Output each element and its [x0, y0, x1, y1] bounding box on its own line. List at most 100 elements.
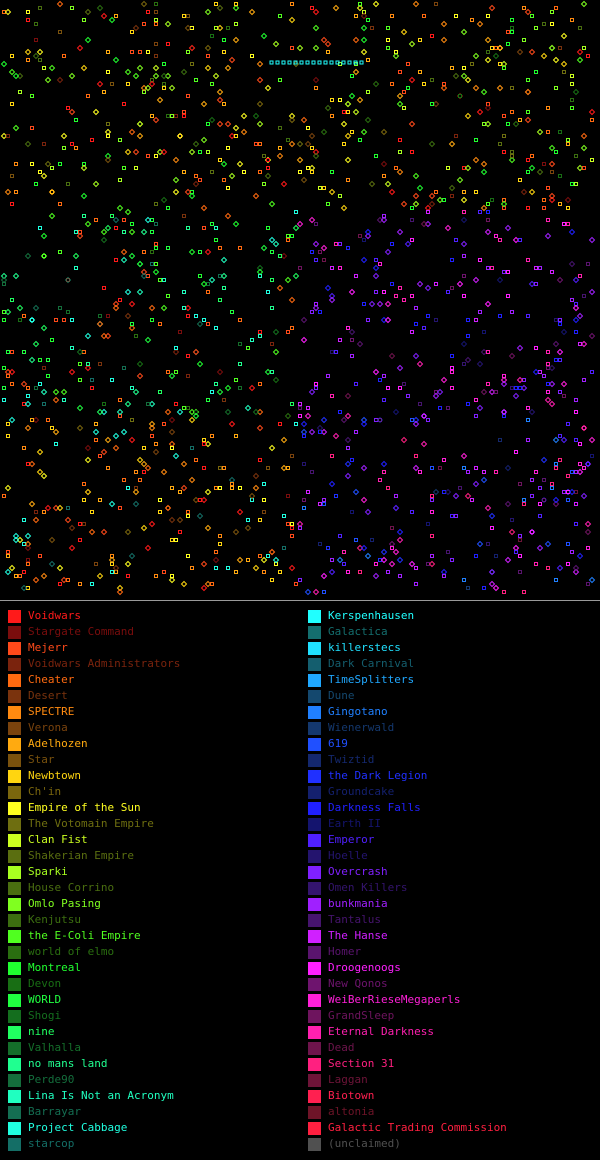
- star-system[interactable]: [278, 570, 282, 574]
- star-system[interactable]: [238, 318, 242, 322]
- star-system[interactable]: [298, 170, 302, 174]
- star-system[interactable]: [182, 114, 186, 118]
- star-system[interactable]: [38, 358, 42, 362]
- star-system[interactable]: [42, 142, 46, 146]
- star-system[interactable]: [128, 128, 136, 136]
- star-system[interactable]: [380, 160, 388, 168]
- star-system[interactable]: [412, 464, 420, 472]
- star-system[interactable]: [360, 416, 368, 424]
- star-system[interactable]: [82, 18, 86, 22]
- star-system[interactable]: [214, 550, 218, 554]
- star-system[interactable]: [476, 404, 484, 412]
- star-system[interactable]: [344, 460, 352, 468]
- star-system[interactable]: [264, 368, 272, 376]
- star-system[interactable]: [228, 172, 236, 180]
- star-system[interactable]: [506, 294, 510, 298]
- star-system[interactable]: [148, 80, 156, 88]
- star-system[interactable]: [486, 542, 490, 546]
- star-system[interactable]: [34, 386, 38, 390]
- star-system[interactable]: [418, 402, 422, 406]
- star-system[interactable]: [486, 210, 490, 214]
- star-system[interactable]: [246, 346, 250, 350]
- star-system[interactable]: [14, 162, 18, 166]
- star-system[interactable]: [36, 448, 44, 456]
- star-system[interactable]: [0, 276, 8, 284]
- star-system[interactable]: [90, 386, 94, 390]
- star-system[interactable]: [70, 346, 74, 350]
- star-system[interactable]: [550, 482, 554, 486]
- star-system[interactable]: [188, 148, 196, 156]
- star-system[interactable]: [372, 272, 380, 280]
- star-system[interactable]: [124, 68, 132, 76]
- star-system[interactable]: [506, 30, 510, 34]
- legend-entry[interactable]: Dune: [308, 688, 507, 704]
- star-system[interactable]: [354, 274, 358, 278]
- star-system[interactable]: [390, 82, 394, 86]
- star-system[interactable]: [124, 528, 132, 536]
- star-system[interactable]: [538, 266, 542, 270]
- star-system[interactable]: [394, 166, 398, 170]
- star-system[interactable]: [142, 470, 146, 474]
- star-system[interactable]: [486, 50, 490, 54]
- star-system[interactable]: [338, 242, 342, 246]
- star-system[interactable]: [318, 250, 322, 254]
- star-system[interactable]: [502, 270, 506, 274]
- star-system[interactable]: [482, 470, 486, 474]
- star-system[interactable]: [108, 500, 116, 508]
- star-system[interactable]: [58, 582, 62, 586]
- star-system[interactable]: [172, 176, 180, 184]
- star-system[interactable]: [360, 464, 368, 472]
- star-system[interactable]: [186, 14, 190, 18]
- legend-entry[interactable]: bunkmania: [308, 896, 507, 912]
- star-system[interactable]: [262, 182, 266, 186]
- star-system[interactable]: [566, 206, 570, 210]
- star-system[interactable]: [312, 76, 320, 84]
- star-system[interactable]: [234, 570, 238, 574]
- star-system[interactable]: [12, 124, 20, 132]
- star-system[interactable]: [132, 488, 140, 496]
- star-system[interactable]: [124, 288, 132, 296]
- star-system[interactable]: [144, 544, 152, 552]
- star-system[interactable]: [258, 518, 262, 522]
- star-system[interactable]: [502, 374, 506, 378]
- star-system[interactable]: [538, 502, 542, 506]
- star-system[interactable]: [142, 22, 146, 26]
- star-system[interactable]: [160, 304, 168, 312]
- star-system[interactable]: [574, 470, 578, 474]
- star-system[interactable]: [424, 284, 432, 292]
- star-system[interactable]: [288, 112, 296, 120]
- star-system[interactable]: [546, 130, 550, 134]
- star-system[interactable]: [320, 572, 328, 580]
- star-system[interactable]: [206, 290, 210, 294]
- star-system[interactable]: [244, 404, 252, 412]
- star-system[interactable]: [218, 486, 222, 490]
- star-system[interactable]: [182, 406, 186, 410]
- star-system[interactable]: [308, 132, 316, 140]
- star-system[interactable]: [536, 544, 544, 552]
- star-system[interactable]: [504, 224, 512, 232]
- star-system[interactable]: [220, 272, 228, 280]
- star-system[interactable]: [8, 416, 16, 424]
- star-system[interactable]: [498, 438, 502, 442]
- star-system[interactable]: [518, 118, 522, 122]
- star-system[interactable]: [32, 52, 40, 60]
- star-system[interactable]: [456, 176, 464, 184]
- star-system[interactable]: [208, 276, 216, 284]
- star-system[interactable]: [510, 310, 514, 314]
- star-system[interactable]: [118, 398, 122, 402]
- star-system[interactable]: [286, 234, 290, 238]
- star-system[interactable]: [222, 398, 226, 402]
- star-system[interactable]: [154, 262, 158, 266]
- star-system[interactable]: [516, 344, 524, 352]
- star-system[interactable]: [382, 398, 386, 402]
- star-system[interactable]: [40, 472, 48, 480]
- star-system[interactable]: [236, 508, 244, 516]
- star-system[interactable]: [460, 452, 468, 460]
- star-system[interactable]: [312, 8, 320, 16]
- star-system[interactable]: [38, 58, 42, 62]
- star-system[interactable]: [286, 330, 290, 334]
- star-system[interactable]: [144, 84, 152, 92]
- star-system[interactable]: [388, 188, 396, 196]
- star-system[interactable]: [132, 24, 140, 32]
- star-system[interactable]: [210, 434, 214, 438]
